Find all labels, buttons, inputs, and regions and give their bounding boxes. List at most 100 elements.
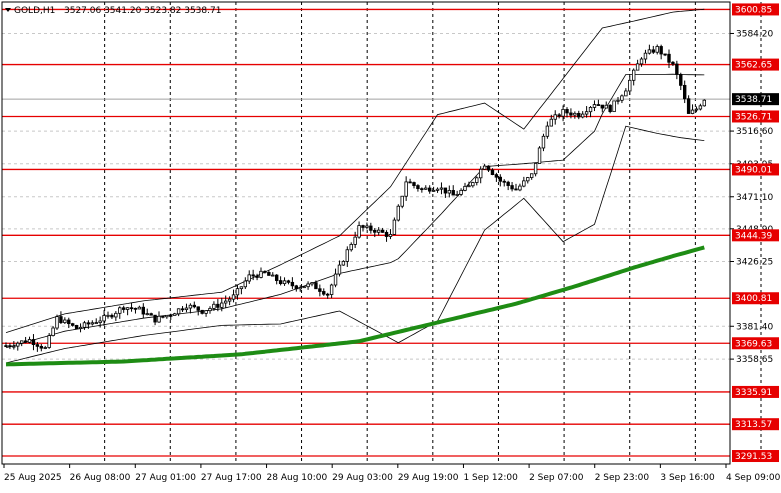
candle-body: [43, 347, 47, 349]
candle-body: [373, 229, 377, 233]
collapse-triangle-icon[interactable]: [5, 8, 11, 12]
x-tick-label: 27 Aug 17:00: [201, 473, 262, 483]
bollinger-middle: [5, 73, 705, 349]
candle-body: [341, 260, 346, 266]
y-tick-label: 3516.60: [736, 127, 773, 137]
candle-body: [220, 302, 224, 308]
candle-body: [502, 180, 506, 183]
candle-body: [290, 281, 295, 287]
candle-body: [604, 104, 608, 109]
candle-body: [361, 225, 365, 228]
candle-body: [592, 104, 597, 108]
candle-body: [612, 100, 616, 113]
candle-body: [569, 112, 573, 116]
candle-body: [486, 165, 491, 171]
candle-body: [208, 308, 212, 312]
candle-body: [494, 174, 499, 178]
level-label-bg: [732, 229, 779, 242]
candle-body: [59, 316, 63, 324]
y-tick-label: 3584.20: [736, 29, 773, 39]
candle-body: [129, 307, 134, 310]
candle-body: [325, 293, 330, 296]
current-price-label: 3538.71: [735, 95, 772, 105]
candle-body: [16, 342, 20, 347]
level-label: 3600.85: [735, 5, 772, 15]
candle-body: [365, 225, 369, 228]
candle-body: [643, 52, 648, 60]
candle-body: [223, 300, 228, 304]
candle-body: [420, 188, 424, 191]
candle-body: [455, 193, 459, 196]
candle-body: [628, 79, 632, 92]
y-tick-label: 3426.25: [736, 258, 773, 268]
candle-body: [318, 288, 322, 292]
y-tick-label: 3358.65: [736, 355, 773, 365]
level-label: 3369.63: [735, 339, 772, 349]
candle-body: [86, 322, 91, 325]
candle-body: [133, 307, 138, 310]
candle-body: [192, 304, 197, 308]
candle-body: [176, 308, 181, 315]
candle-body: [110, 314, 114, 318]
candle-body: [94, 322, 98, 324]
candle-body: [51, 327, 55, 336]
candle-body: [447, 190, 452, 194]
candle-body: [686, 98, 691, 114]
bollinger-bands: [5, 8, 705, 364]
candle-body: [35, 344, 40, 347]
level-label: 3313.57: [735, 420, 772, 430]
candle-body: [337, 264, 342, 275]
level-label-bg: [732, 385, 779, 398]
candle-body: [498, 176, 503, 182]
candle-body: [114, 312, 118, 318]
x-axis-labels: 25 Aug 2025 26 Aug 08:00 27 Aug 01:00 27 Au…: [3, 464, 781, 483]
candle-body: [384, 231, 389, 237]
candle-body: [55, 316, 59, 329]
candle-body: [251, 274, 255, 277]
candle-body: [537, 147, 542, 164]
candle-body: [463, 185, 467, 191]
candle-body: [588, 107, 593, 113]
candle-body: [329, 284, 334, 295]
candle-body: [306, 283, 310, 288]
axes: [1, 1, 731, 465]
level-label-bg: [732, 3, 779, 16]
candle-body: [412, 182, 416, 186]
candle-body: [392, 219, 397, 235]
candle-body: [427, 187, 432, 192]
candle-body: [106, 314, 110, 317]
candle-body: [314, 282, 318, 290]
level-label-bg: [732, 418, 779, 431]
candle-body: [82, 322, 87, 328]
candle-body: [624, 90, 628, 97]
candle-body: [70, 323, 75, 326]
candle-body: [235, 288, 240, 296]
candle-body: [302, 286, 306, 289]
candle-body: [682, 84, 687, 100]
candle-body: [12, 345, 16, 348]
candle-body: [510, 185, 514, 190]
candle-body: [431, 189, 436, 192]
candle-body: [416, 185, 420, 190]
x-tick-label: 27 Aug 01:00: [135, 473, 196, 483]
x-tick-label: 4 Sep 09:00: [726, 473, 781, 483]
level-label-bg: [732, 450, 779, 463]
candle-body: [157, 315, 161, 323]
candle-body: [655, 46, 659, 53]
moving-average: [5, 245, 705, 367]
y-tick-label: 3471.10: [736, 193, 773, 203]
candle-body: [19, 340, 24, 344]
candle-body: [435, 188, 440, 191]
candle-body: [451, 190, 455, 196]
candle-body: [180, 308, 185, 311]
candle-body: [522, 180, 526, 187]
moving-average-line: [5, 245, 705, 367]
x-tick-label: 1 Sep 12:00: [463, 473, 518, 483]
candle-body: [121, 307, 126, 310]
candle-body: [243, 280, 248, 288]
candle-body: [274, 274, 279, 281]
candle-body: [400, 195, 404, 207]
candle-body: [584, 111, 589, 115]
candle-body: [294, 285, 299, 290]
